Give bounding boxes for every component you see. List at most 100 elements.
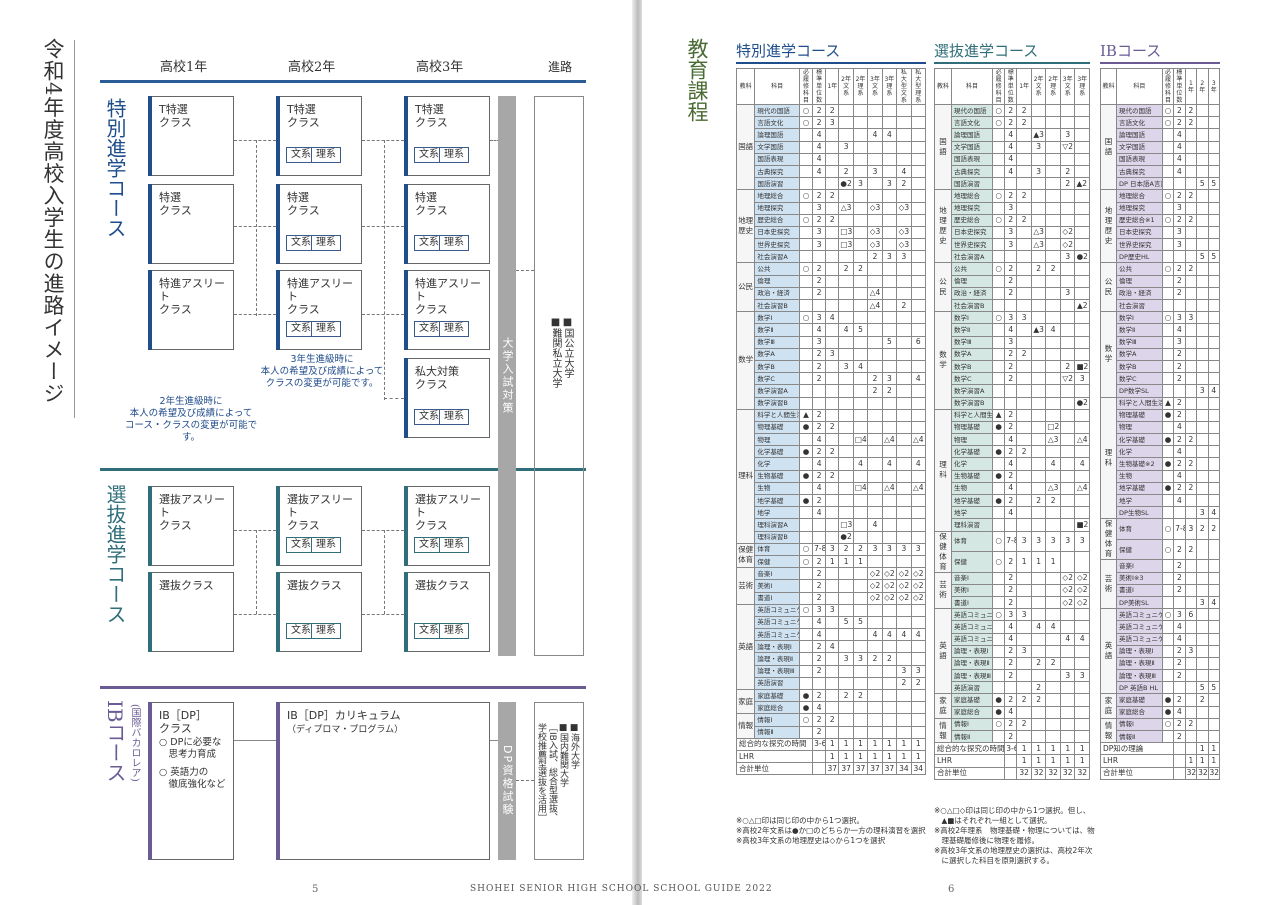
page-title: 令和4年度高校入学生の進路イメージ <box>40 38 66 404</box>
table-cell <box>1207 632 1221 646</box>
table-cell <box>1045 372 1061 386</box>
table-header-cell: 標準単位数 <box>1173 68 1186 105</box>
left-page: 令和4年度高校入学生の進路イメージ 高校1年 高校2年 高校3年 進路 特別進学… <box>0 0 634 905</box>
table-cell: 3 <box>825 116 840 130</box>
table-cell: 2 <box>1030 262 1047 276</box>
table-subject-cell: 社会演習 <box>1116 298 1163 313</box>
table-cell: ▽2 <box>1059 140 1076 154</box>
table-cell: 1 <box>838 737 854 751</box>
table-subject-cell: DP歴史HL <box>1116 250 1163 264</box>
table-cell <box>867 177 883 191</box>
table-row: 地理歴史 地理総合 ○ 2 2 <box>735 189 927 264</box>
table-cell: 3 <box>825 603 840 617</box>
table-cell <box>1161 286 1175 301</box>
table-row: 数学演習A <box>935 384 1090 398</box>
table-subject-cell: 現代の国語 <box>754 103 800 118</box>
col-header-4: 進路 <box>548 60 573 74</box>
table-header-cell: 2年 理系 <box>1045 68 1061 105</box>
table-subject-cell: 国語表現 <box>950 152 994 166</box>
table-category-cell: 情報 <box>1099 717 1118 744</box>
table-cell <box>1184 140 1198 154</box>
table-cell <box>1196 152 1209 166</box>
table-cell: 1 <box>881 737 898 751</box>
table-cell <box>825 457 840 471</box>
table-cell <box>1207 262 1221 276</box>
page-number-right: 6 <box>948 884 955 895</box>
table-cell: 4 <box>1004 128 1018 142</box>
table-row: 国語 現代の国語 ○ 2 2 <box>735 103 927 191</box>
table-cell <box>867 420 883 435</box>
table-header-row: 教科 科目 必履修科目 標準単位数 1年 2年 3年 <box>1099 68 1221 105</box>
table-cell: 4 <box>812 140 827 154</box>
table-cell: 37 <box>881 762 898 776</box>
table-cell: 合計単位 <box>1099 766 1175 780</box>
table-cell <box>1074 201 1090 215</box>
table-cell <box>838 676 854 691</box>
table-cell: 1 <box>1045 742 1061 756</box>
table-subject-cell: 理科演習A <box>754 518 800 532</box>
table-cell <box>1030 608 1047 622</box>
table-subject-cell: 情報Ⅰ <box>754 713 800 727</box>
table-cell: ◇2 <box>1059 225 1076 240</box>
table-cell <box>881 506 898 520</box>
table-cell <box>798 640 814 654</box>
table-cell: 3 <box>838 140 854 154</box>
table-row: 言語文化 ○ 2 2 <box>935 116 1090 130</box>
table-cell <box>992 632 1006 646</box>
table-cell: 5 <box>1207 681 1221 695</box>
table-cell <box>798 567 814 581</box>
table-cell <box>896 701 912 715</box>
table-cell <box>910 286 927 301</box>
table-cell <box>1030 250 1047 264</box>
table-cell: 2 <box>812 493 827 508</box>
table-cell <box>1196 298 1209 313</box>
table-cell <box>896 335 912 349</box>
table-cell <box>896 615 912 630</box>
table-cell <box>1016 481 1032 496</box>
table-cell <box>1184 506 1198 520</box>
table-subject-cell: 政治・経済 <box>754 286 800 301</box>
table-row: 論理・表現Ⅰ 2 3 <box>935 644 1090 658</box>
table-cell: 1 <box>1207 742 1221 756</box>
table-cell: 1 <box>867 749 883 764</box>
table-cell: 2 <box>1004 189 1018 203</box>
table-cell: 4 <box>1030 620 1047 634</box>
table-cell <box>881 189 898 203</box>
table-cell: 2 <box>1004 420 1018 435</box>
table-cell <box>910 177 927 191</box>
table-cell <box>910 615 927 630</box>
table-cell: 2 <box>896 298 912 313</box>
table-cell: □3 <box>838 238 854 252</box>
table-row: 論理・表現Ⅰ 2 3 <box>1101 644 1221 658</box>
table-cell <box>798 481 814 496</box>
class-t3: T特選 クラス 文系 理系 <box>404 96 490 176</box>
table-cell <box>1184 359 1198 374</box>
table-header-cell: 科目 <box>754 68 800 105</box>
table-cell: 4 <box>1045 620 1061 634</box>
col-header-2: 高校2年 <box>288 60 336 75</box>
table-cell <box>825 225 840 240</box>
table-cell: 3 <box>1173 608 1186 622</box>
table-cell <box>1045 250 1061 264</box>
table-category-cell: 理科 <box>1099 396 1118 520</box>
table-cell <box>852 676 869 691</box>
table-cell <box>838 493 854 508</box>
table-category-cell: 公民 <box>735 262 756 313</box>
table-cell <box>1161 571 1175 585</box>
table-cell <box>1016 298 1032 313</box>
table-cell <box>825 262 840 276</box>
table-cell: 4 <box>896 628 912 642</box>
table-row: 社会演習B ▲2 <box>935 298 1090 313</box>
table-category-cell: 情報 <box>934 717 952 744</box>
table-cell <box>881 676 898 691</box>
table-subject-cell: 物理 <box>1116 420 1163 435</box>
table-row: 政治・経済 2 <box>1101 286 1221 301</box>
section-ib: IBコース <box>103 700 127 783</box>
table-cell <box>1074 506 1090 520</box>
table-cell <box>1016 493 1032 508</box>
table-cell <box>1059 347 1076 361</box>
table-cell <box>1045 152 1061 166</box>
table-cell <box>1207 335 1221 349</box>
table-cell <box>867 481 883 496</box>
table-cell: 2 <box>1004 213 1018 227</box>
